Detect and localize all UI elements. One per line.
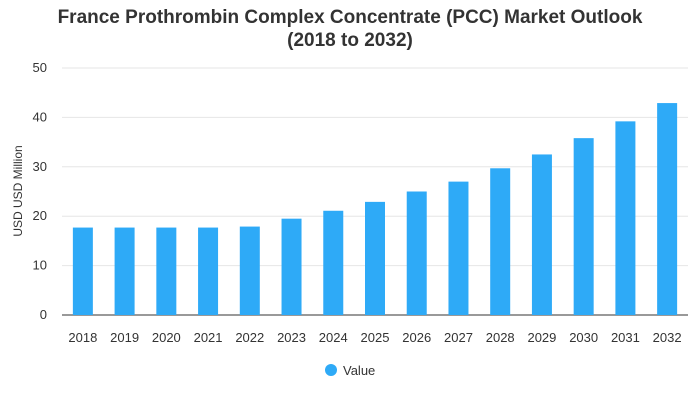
legend[interactable]: Value xyxy=(325,363,375,378)
x-tick-label: 2025 xyxy=(361,330,390,345)
bars xyxy=(72,103,678,316)
x-axis-ticks: 2018 2019 2020 2021 2022 2023 2024 2025 2026 2027… xyxy=(68,330,681,345)
bar-2018[interactable] xyxy=(72,227,93,315)
x-tick-label: 2032 xyxy=(653,330,682,345)
y-tick-label: 30 xyxy=(33,159,47,174)
y-tick-label: 20 xyxy=(33,208,47,223)
x-tick-label: 2030 xyxy=(569,330,598,345)
bar-2025[interactable] xyxy=(365,201,385,315)
y-tick-label: 0 xyxy=(40,307,47,322)
legend-swatch xyxy=(325,364,337,376)
x-tick-label: 2019 xyxy=(110,330,139,345)
bar-2019[interactable] xyxy=(114,227,135,315)
x-tick-label: 2028 xyxy=(486,330,515,345)
bar-2020[interactable] xyxy=(156,227,177,315)
x-tick-label: 2029 xyxy=(527,330,556,345)
x-tick-label: 2023 xyxy=(277,330,306,345)
chart-title: France Prothrombin Complex Concentrate (… xyxy=(0,6,700,52)
chart-title-line-2: (2018 to 2032) xyxy=(287,30,413,51)
y-tick-label: 50 xyxy=(33,60,47,75)
bar-2031[interactable] xyxy=(615,121,636,316)
y-axis-ticks: 0 10 20 30 40 50 xyxy=(33,60,47,322)
x-tick-label: 2027 xyxy=(444,330,473,345)
x-tick-label: 2031 xyxy=(611,330,640,345)
y-tick-label: 40 xyxy=(33,109,47,124)
y-tick-label: 10 xyxy=(33,258,47,273)
bar-2029[interactable] xyxy=(531,154,552,315)
bar-2027[interactable] xyxy=(448,181,469,315)
bar-2024[interactable] xyxy=(323,210,344,315)
bar-2030[interactable] xyxy=(573,138,594,315)
bar-2028[interactable] xyxy=(490,168,511,315)
x-tick-label: 2018 xyxy=(68,330,97,345)
chart-title-line-1: France Prothrombin Complex Concentrate (… xyxy=(57,7,643,28)
x-tick-label: 2020 xyxy=(152,330,181,345)
legend-label: Value xyxy=(343,363,375,378)
x-tick-label: 2022 xyxy=(235,330,264,345)
x-tick-label: 2026 xyxy=(402,330,431,345)
bar-2032[interactable] xyxy=(657,103,678,315)
y-axis-title: USD USD Million xyxy=(11,145,25,236)
x-tick-label: 2024 xyxy=(319,330,348,345)
bar-2026[interactable] xyxy=(406,191,427,316)
x-tick-label: 2021 xyxy=(194,330,223,345)
bar-2023[interactable] xyxy=(281,218,302,315)
bar-2021[interactable] xyxy=(198,227,219,315)
bar-2022[interactable] xyxy=(239,226,260,315)
